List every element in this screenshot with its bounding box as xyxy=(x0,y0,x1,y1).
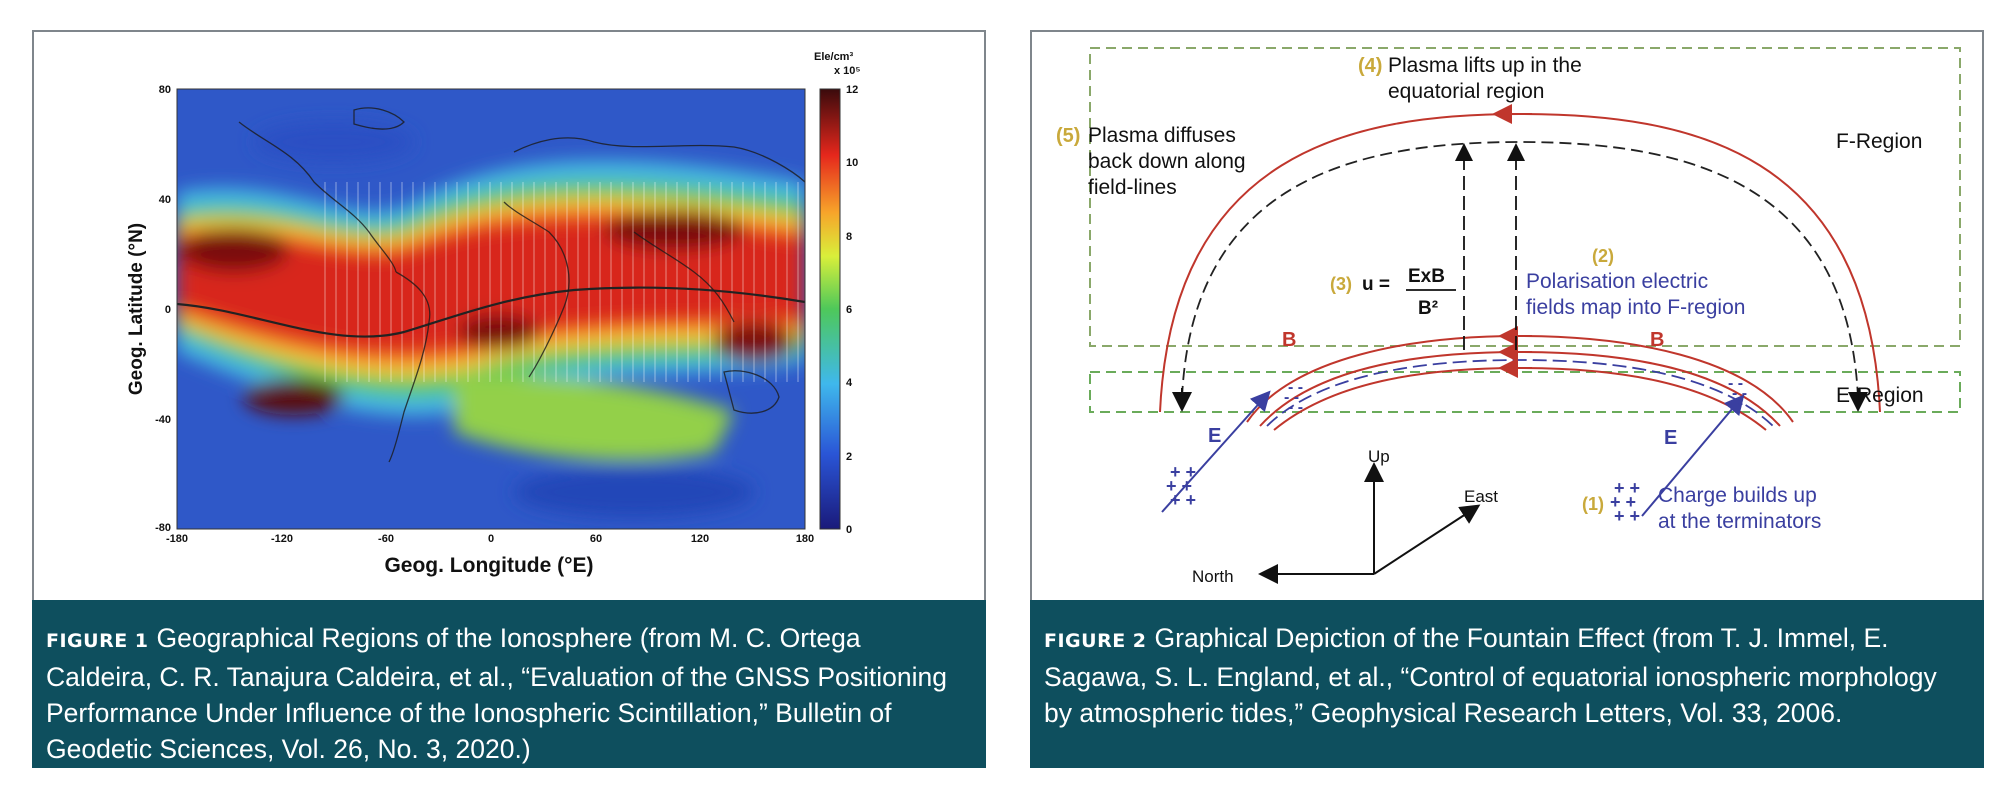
heatmap-plot-area xyxy=(177,89,805,529)
colorbar-tick: 12 xyxy=(846,84,858,96)
f-region-label: F-Region xyxy=(1836,130,1922,153)
x-tick: 180 xyxy=(796,533,814,545)
step5-text-line2: back down along xyxy=(1088,150,1246,173)
f-region-box xyxy=(1089,47,1961,347)
step1-number: (1) xyxy=(1582,494,1604,514)
magnetic-equator-line xyxy=(177,286,805,338)
diffusion-arc xyxy=(1181,141,1859,399)
svg-text:+ +: + + xyxy=(1610,492,1636,512)
colorbar-tick: 6 xyxy=(846,304,852,316)
step3-eq-denominator: B² xyxy=(1418,298,1438,319)
y-tick: -80 xyxy=(155,522,171,534)
figure2-caption: FIGURE 2 Graphical Depiction of the Fount… xyxy=(1030,600,1984,768)
svg-text:- -: - - xyxy=(1288,379,1303,396)
step5-text-line3: field-lines xyxy=(1088,176,1177,199)
e-label-right: E xyxy=(1664,427,1677,449)
axis-up-label: Up xyxy=(1368,447,1390,466)
svg-text:- -: - - xyxy=(1728,375,1743,392)
positive-charges-right: + ++ ++ + xyxy=(1610,478,1640,526)
svg-text:- -: - - xyxy=(1284,389,1299,406)
svg-text:+ +: + + xyxy=(1614,506,1640,526)
svg-text:+ +: + + xyxy=(1614,478,1640,498)
field-arrows xyxy=(1498,326,1532,378)
colorbar-scale: x 10⁵ xyxy=(834,65,861,77)
step2-text-line2: fields map into F-region xyxy=(1526,296,1745,319)
step4-text-line1: Plasma lifts up in the xyxy=(1388,54,1582,77)
fountain-effect-diagram: + ++ ++ + + ++ ++ + - -- -- - - -- -- - … xyxy=(1056,47,1961,586)
figure1-caption-label: FIGURE 1 xyxy=(46,630,149,652)
colorbar-ticks: 12 10 8 6 4 2 0 xyxy=(846,84,858,536)
x-tick: 120 xyxy=(691,533,709,545)
svg-text:- -: - - xyxy=(1732,385,1747,402)
figure1-caption: FIGURE 1 Geographical Regions of the Iono… xyxy=(32,600,986,768)
figure2-caption-label: FIGURE 2 xyxy=(1044,630,1147,652)
x-tick: -120 xyxy=(271,533,293,545)
y-tick: 80 xyxy=(159,84,171,96)
colorbar-tick: 10 xyxy=(846,157,858,169)
colorbar-tick: 0 xyxy=(846,524,852,536)
step3-eq-lhs: u = xyxy=(1362,274,1390,295)
figure2-panel: + + + + + + + + + + + + - -- -- - - -- -- - … xyxy=(1030,30,1984,768)
figure1-panel: 80 40 0 -40 -80 -180 -120 -60 0 60 120 1… xyxy=(32,30,986,768)
step5-text-line1: Plasma diffuses xyxy=(1088,124,1236,147)
x-tick: -180 xyxy=(166,533,188,545)
figure1-caption-text: Geographical Regions of the Ionosphere (… xyxy=(46,623,947,764)
figure1-heatmap-figure: 80 40 0 -40 -80 -180 -120 -60 0 60 120 1… xyxy=(126,51,861,577)
e-arrow-left xyxy=(1161,390,1271,513)
negative-charges-left: - -- -- - xyxy=(1284,379,1303,416)
y-tick: 40 xyxy=(159,194,171,206)
axis-east-label: East xyxy=(1464,487,1498,506)
figure2-caption-text: Graphical Depiction of the Fountain Effe… xyxy=(1044,623,1937,728)
step2-text-line1: Polarisation electric xyxy=(1526,270,1708,293)
step3-number: (3) xyxy=(1330,274,1352,294)
colorbar-tick: 4 xyxy=(846,377,853,389)
coastlines xyxy=(238,107,805,463)
svg-text:- -: - - xyxy=(1288,399,1303,416)
colorbar-tick: 2 xyxy=(846,451,852,463)
negative-charges-right: - -- -- - xyxy=(1728,375,1747,412)
step1-text-line1: Charge builds up xyxy=(1658,484,1817,507)
b-label-left: B xyxy=(1282,329,1296,351)
step2-number: (2) xyxy=(1592,246,1614,266)
b-label-right: B xyxy=(1650,329,1664,351)
step5-number: (5) xyxy=(1056,125,1080,147)
e-region-label: E-Region xyxy=(1836,384,1924,407)
e-region-box xyxy=(1089,371,1961,413)
svg-text:- -: - - xyxy=(1728,395,1743,412)
x-tick: 0 xyxy=(488,533,494,545)
step4-number: (4) xyxy=(1358,55,1382,77)
x-axis-ticks: -180 -120 -60 0 60 120 180 xyxy=(166,533,814,545)
svg-text:+ +: + + xyxy=(1170,462,1196,482)
x-axis-label: Geog. Longitude (°E) xyxy=(384,554,593,577)
axis-north-label: North xyxy=(1192,567,1234,586)
e-label-left: E xyxy=(1208,425,1221,447)
svg-text:+ +: + + xyxy=(1166,476,1192,496)
electric-field-line xyxy=(1266,359,1774,427)
y-tick: -40 xyxy=(155,414,171,426)
colorbar-tick: 8 xyxy=(846,231,852,243)
step3-eq-numerator: ExB xyxy=(1408,266,1445,287)
step4-text-line2: equatorial region xyxy=(1388,80,1544,103)
colorbar xyxy=(819,88,841,530)
y-axis-ticks: 80 40 0 -40 -80 xyxy=(155,84,171,534)
positive-charges-left: + ++ ++ + xyxy=(1166,462,1196,510)
y-axis-label: Geog. Latitude (°N) xyxy=(126,223,147,395)
colorbar-unit: Ele/cm³ xyxy=(814,51,853,63)
step1-text-line2: at the terminators xyxy=(1658,510,1821,533)
svg-text:+ +: + + xyxy=(1170,490,1196,510)
x-tick: 60 xyxy=(590,533,602,545)
inner-field-lines xyxy=(1246,334,1794,431)
direction-axes xyxy=(1258,462,1481,584)
x-tick: -60 xyxy=(378,533,394,545)
e-arrow-right xyxy=(1641,394,1745,517)
y-tick: 0 xyxy=(165,304,171,316)
